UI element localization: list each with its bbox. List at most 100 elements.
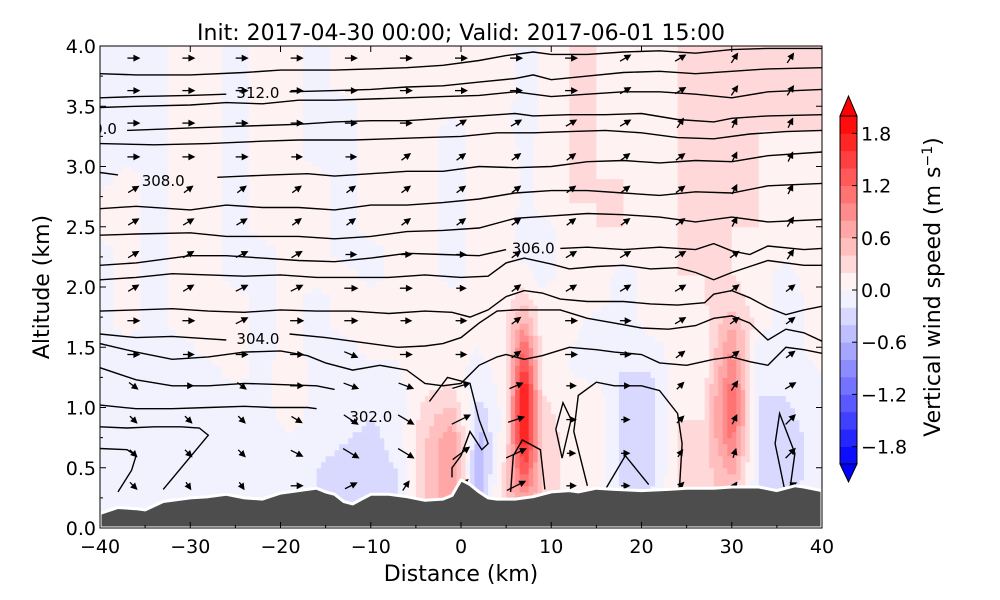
field-cell [226, 293, 232, 300]
field-cell [262, 250, 268, 258]
field-cell [208, 214, 214, 222]
field-cell [266, 341, 273, 348]
field-cell [262, 46, 268, 53]
field-cell [163, 449, 169, 457]
field-cell [244, 148, 250, 156]
field-cell [375, 208, 381, 216]
field-cell [104, 142, 110, 150]
field-cell [334, 425, 340, 433]
field-cell [149, 190, 155, 198]
field-cell [167, 82, 173, 89]
field-cell [149, 383, 155, 391]
field-cell [257, 208, 264, 216]
field-cell [262, 196, 268, 204]
field-cell [285, 335, 291, 342]
field-cell [154, 329, 160, 336]
field-cell [239, 455, 245, 463]
field-cell [149, 160, 155, 168]
field-cell [330, 305, 336, 312]
field-cell [312, 220, 318, 228]
field-cell [158, 214, 164, 222]
field-cell [352, 106, 358, 113]
field-cell [217, 154, 223, 162]
field-cell [312, 274, 318, 282]
field-cell [208, 443, 214, 451]
field-cell [244, 383, 250, 391]
field-cell [127, 461, 133, 469]
field-cell [266, 485, 273, 493]
field-cell [266, 353, 273, 360]
field-cell [266, 118, 273, 125]
field-cell [199, 419, 205, 427]
field-cell [275, 82, 282, 89]
field-cell [122, 341, 128, 348]
field-cell [370, 293, 376, 300]
field-cell [185, 323, 191, 330]
field-cell [370, 437, 376, 445]
field-cell [140, 64, 146, 71]
field-cell [321, 449, 327, 457]
field-cell [275, 124, 282, 131]
field-cell [361, 485, 367, 493]
field-cell [339, 268, 345, 276]
field-cell [194, 184, 200, 192]
field-cell [253, 82, 259, 89]
field-cell [217, 353, 223, 360]
field-cell [136, 148, 142, 156]
field-cell [253, 94, 259, 101]
field-cell [136, 413, 142, 421]
field-cell [104, 437, 110, 445]
field-cell [154, 238, 160, 246]
field-cell [203, 82, 209, 89]
field-cell [122, 443, 128, 451]
field-cell [194, 52, 200, 59]
field-cell [172, 52, 178, 59]
field-cell [140, 371, 146, 378]
field-cell [352, 124, 358, 131]
field-cell [131, 293, 137, 300]
field-cell [271, 148, 277, 156]
field-cell [298, 395, 304, 403]
field-cell [113, 172, 119, 180]
field-cell [343, 70, 349, 77]
field-cell [280, 407, 286, 415]
field-cell [122, 196, 128, 204]
field-cell [285, 208, 291, 216]
field-cell [176, 196, 182, 204]
field-cell [109, 142, 115, 150]
field-cell [357, 130, 363, 137]
field-cell [167, 443, 173, 451]
field-cell [122, 371, 128, 378]
field-cell [140, 491, 146, 499]
field-cell [208, 401, 214, 409]
field-cell [149, 347, 155, 354]
field-cell [230, 94, 236, 101]
field-cell [194, 238, 200, 246]
field-cell [280, 82, 286, 89]
field-cell [131, 178, 137, 186]
field-cell [217, 124, 223, 131]
field-cell [357, 178, 363, 186]
field-cell [339, 467, 345, 475]
field-cell [208, 202, 214, 210]
field-cell [361, 148, 367, 156]
field-cell [158, 341, 164, 348]
field-cell [158, 46, 164, 53]
field-cell [339, 437, 345, 445]
field-cell [212, 106, 218, 113]
field-cell [375, 371, 381, 378]
field-cell [176, 226, 182, 234]
field-cell [361, 407, 367, 415]
field-cell [109, 124, 115, 131]
field-cell [253, 335, 259, 342]
field-cell [334, 401, 340, 409]
field-cell [239, 401, 245, 409]
field-cell [131, 274, 137, 282]
field-cell [226, 166, 232, 174]
field-cell [221, 287, 227, 294]
field-cell [289, 485, 295, 493]
field-cell [190, 455, 196, 463]
field-cell [325, 455, 331, 463]
field-cell [370, 184, 376, 192]
field-cell [172, 473, 178, 481]
